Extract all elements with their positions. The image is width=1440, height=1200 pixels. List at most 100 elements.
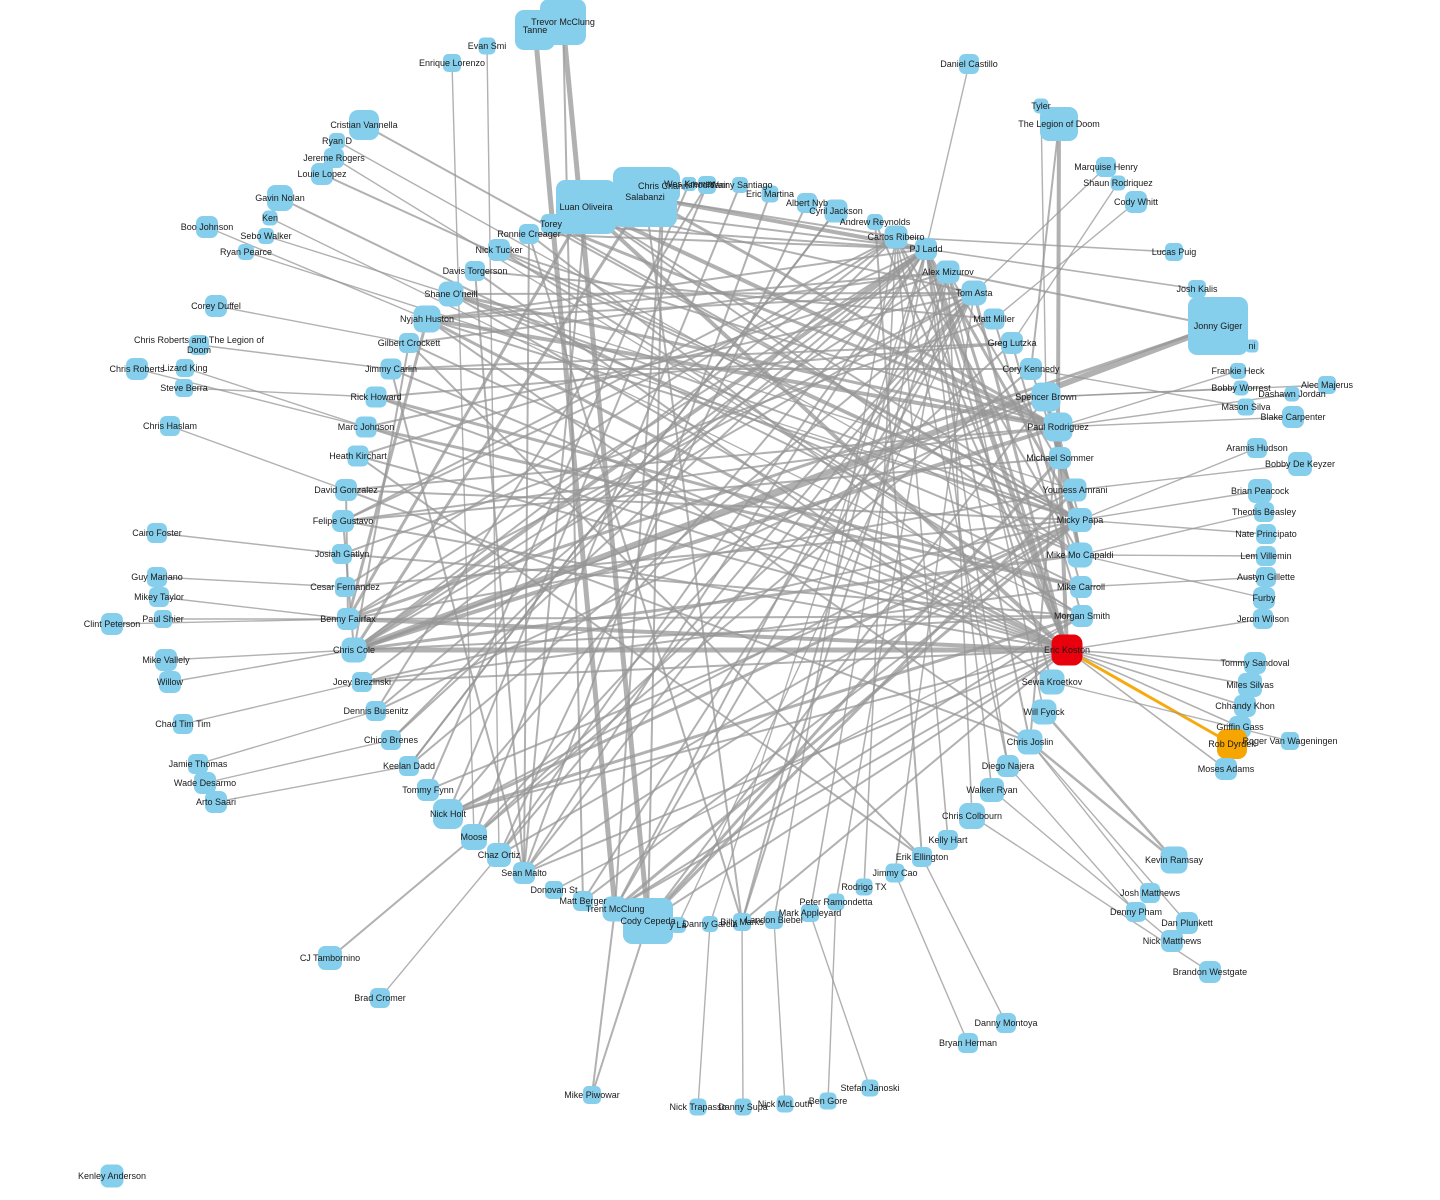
node-gilbert-crockett[interactable] — [399, 333, 419, 353]
node-alec-majerus[interactable] — [1318, 376, 1336, 394]
node-moose[interactable] — [461, 824, 487, 850]
node-jereme-rogers[interactable] — [324, 148, 344, 168]
node-micky-papa[interactable] — [1068, 508, 1092, 532]
node-sewa-kroetkov[interactable] — [1039, 669, 1065, 695]
node-nick-trapasso[interactable] — [689, 1098, 707, 1116]
node-trent-mcclung[interactable] — [602, 896, 628, 922]
node-tommy-fynn[interactable] — [417, 779, 439, 801]
node-jonny-giger[interactable] — [1188, 297, 1248, 355]
node-evan-smith[interactable] — [478, 37, 496, 55]
node-steve-berra[interactable] — [175, 379, 193, 397]
node-willow[interactable] — [159, 671, 181, 693]
node-ni[interactable] — [1245, 339, 1259, 353]
node-donovan-strain[interactable] — [545, 881, 563, 899]
node-felipe-gustavo[interactable] — [332, 510, 354, 532]
node-jamie-thomas[interactable] — [188, 754, 208, 774]
node-ben-gore[interactable] — [819, 1092, 837, 1110]
node-gavin-nolan[interactable] — [267, 185, 293, 211]
node-miles-silvas[interactable] — [1238, 673, 1262, 697]
node-eric-martina[interactable] — [761, 185, 779, 203]
node-diego-najera[interactable] — [997, 755, 1019, 777]
node-nyjah-huston[interactable] — [413, 305, 441, 333]
node-chris-colbourn[interactable] — [959, 803, 985, 829]
node-matt-miller[interactable] — [983, 308, 1005, 330]
node-dennis-busenitz[interactable] — [366, 701, 386, 721]
node-enrique-lorenzo[interactable] — [443, 54, 461, 72]
node-josiah-gatlyn[interactable] — [332, 544, 352, 564]
node-mike-vallely[interactable] — [155, 649, 177, 671]
node-danny-montoya[interactable] — [996, 1013, 1016, 1033]
node-shane-oneill[interactable] — [438, 281, 464, 307]
node-dan-plunkett[interactable] — [1176, 912, 1198, 934]
node-cristian-vannella[interactable] — [349, 110, 379, 140]
node-chris-roberts[interactable] — [126, 358, 148, 380]
node-danny-garcia[interactable] — [702, 916, 718, 932]
node-kevin-ramsay[interactable] — [1160, 846, 1188, 874]
node-cody-cepeda[interactable] — [623, 898, 673, 944]
node-rick-howard[interactable] — [365, 386, 387, 408]
node-brian-peacock[interactable] — [1248, 479, 1272, 503]
node-matt-berger[interactable] — [573, 891, 593, 911]
node-kenley-anderson[interactable] — [100, 1164, 124, 1188]
node-guy-mariano[interactable] — [147, 567, 167, 587]
node-legion-of-doom[interactable] — [1040, 107, 1078, 141]
node-tommy-sandoval[interactable] — [1244, 652, 1266, 674]
node-lem-villemin[interactable] — [1256, 546, 1276, 566]
node-davis-torgerson[interactable] — [465, 261, 485, 281]
node-mark-appleyard[interactable] — [801, 904, 819, 922]
node-trevor-mcclung[interactable] — [540, 0, 586, 45]
node-daniel-castillo[interactable] — [959, 54, 979, 74]
node-denny-pham[interactable] — [1126, 902, 1146, 922]
node-ken[interactable] — [262, 210, 278, 226]
node-andrew-reynolds[interactable] — [867, 214, 883, 230]
node-billy-marks[interactable] — [733, 913, 751, 931]
node-shaun-rodriquez[interactable] — [1110, 175, 1126, 191]
node-cyril-jackson[interactable] — [824, 199, 848, 223]
node-joey-brezinski[interactable] — [352, 672, 372, 692]
node-wade-desarmo[interactable] — [194, 772, 216, 794]
node-josh-kalis[interactable] — [1188, 280, 1206, 298]
node-ryan-pearce[interactable] — [238, 244, 254, 260]
node-landon-biebel[interactable] — [765, 911, 783, 929]
node-morgan-smith[interactable] — [1071, 605, 1093, 627]
node-david-gonzalez[interactable] — [335, 479, 357, 501]
node-clint-peterson[interactable] — [101, 613, 123, 635]
node-furby[interactable] — [1253, 587, 1275, 609]
node-blake-carpenter[interactable] — [1282, 406, 1304, 428]
node-brandon-westgate[interactable] — [1199, 961, 1221, 983]
node-nick-matthews[interactable] — [1161, 930, 1183, 952]
node-brad-cromer[interactable] — [370, 988, 390, 1008]
node-ishod-wair[interactable] — [698, 176, 716, 194]
node-boo-johnson[interactable] — [196, 216, 218, 238]
node-aramis-hudson[interactable] — [1247, 438, 1267, 458]
node-cody-whitt[interactable] — [1125, 191, 1147, 213]
node-tom-asta[interactable] — [961, 280, 987, 306]
node-rogier[interactable] — [1281, 732, 1299, 750]
node-lizard-king[interactable] — [176, 359, 194, 377]
node-josh-matthews[interactable] — [1140, 883, 1160, 903]
node-kelly-hart[interactable] — [938, 830, 958, 850]
node-arto-saari[interactable] — [205, 791, 227, 813]
node-keelan-dadd[interactable] — [399, 756, 419, 776]
node-chris-haslam[interactable] — [160, 416, 180, 436]
node-jimmy-cao[interactable] — [885, 863, 905, 883]
node-chad-tim-tim[interactable] — [173, 714, 193, 734]
node-will-fyock[interactable] — [1031, 699, 1057, 725]
node-y-la[interactable] — [670, 917, 686, 933]
node-bryan-herman[interactable] — [958, 1033, 978, 1053]
node-rob-dyrdek[interactable] — [1217, 729, 1247, 759]
node-stefan-janoski[interactable] — [861, 1079, 879, 1097]
node-spencer-brown[interactable] — [1031, 382, 1061, 412]
node-erik-ellington[interactable] — [912, 847, 932, 867]
node-youness-amrani[interactable] — [1063, 478, 1087, 502]
node-nick-holt[interactable] — [433, 799, 463, 829]
node-dashawn-jordan[interactable] — [1284, 386, 1300, 402]
node-cj-tambornino[interactable] — [318, 946, 342, 970]
node-pj-ladd[interactable] — [915, 238, 937, 260]
node-paul-shier[interactable] — [154, 610, 172, 628]
node-torey[interactable] — [541, 214, 561, 234]
node-mason-silva[interactable] — [1237, 398, 1255, 416]
node-mikey-taylor[interactable] — [149, 587, 169, 607]
node-moses-adams[interactable] — [1215, 758, 1237, 780]
node-chico-brenes[interactable] — [381, 730, 401, 750]
